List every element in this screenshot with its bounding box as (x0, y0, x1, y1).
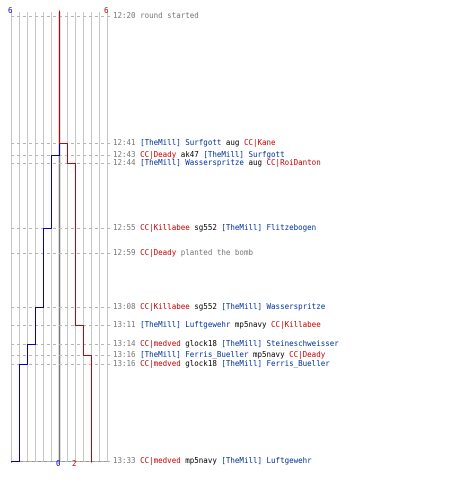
killer-name: Surfgott (185, 138, 222, 147)
victim-name: Luftgewehr (266, 456, 312, 465)
killer-name: Ferris_Bueller (185, 350, 249, 359)
event-row: 12:43 CC|Deady ak47 [TheMill] Surfgott (113, 150, 285, 160)
victim-name: Wasserspritze (266, 302, 326, 311)
weapon-name: ak47 (180, 150, 199, 159)
weapon-name: sg552 (194, 302, 217, 311)
event-time: 13:08 (113, 302, 136, 311)
event-time: 12:44 (113, 158, 136, 167)
victim-tag: [TheMill] (221, 223, 263, 232)
event-row: 12:44 [TheMill] Wasserspritze aug CC|Roi… (113, 158, 321, 168)
victim-tag: [TheMill] (221, 456, 263, 465)
event-row: 13:16 [TheMill] Ferris_Bueller mp5navy C… (113, 350, 325, 360)
event-row: 12:59 CC|Deady planted the bomb (113, 248, 253, 258)
killer-name: medved (153, 456, 181, 465)
victim-tag: CC| (289, 350, 303, 359)
event-time: 12:41 (113, 138, 136, 147)
weapon-name: mp5navy (234, 320, 267, 329)
event-row: 13:14 CC|medved glock18 [TheMill] Steine… (113, 339, 339, 349)
event-row: 12:41 [TheMill] Surfgott aug CC|Kane (113, 138, 276, 148)
victim-tag: CC| (266, 158, 281, 167)
victim-name: RoiDanton (280, 158, 321, 167)
actor-tag: CC| (140, 248, 154, 257)
event-time: 13:16 (113, 359, 136, 368)
weapon-name: glock18 (185, 339, 217, 348)
victim-tag: [TheMill] (221, 359, 263, 368)
killer-tag: [TheMill] (140, 320, 181, 329)
event-time: 12:55 (113, 223, 136, 232)
event-time: 13:14 (113, 339, 136, 348)
blue-end-count: 0 (56, 459, 61, 468)
red-team-alive-line (59, 10, 92, 463)
event-text: planted the bomb (180, 248, 253, 257)
event-row: 13:08 CC|Killabee sg552 [TheMill] Wasser… (113, 302, 325, 312)
victim-tag: [TheMill] (221, 302, 263, 311)
event-text: round started (140, 11, 199, 20)
event-row: 13:11 [TheMill] Luftgewehr mp5navy CC|Ki… (113, 320, 321, 330)
event-row: 13:16 CC|medved glock18 [TheMill] Ferris… (113, 359, 330, 369)
killer-name: Deady (153, 150, 177, 159)
victim-tag: CC| (271, 320, 285, 329)
weapon-name: aug (225, 138, 240, 147)
victim-tag: CC| (243, 138, 258, 147)
killer-tag: CC| (140, 150, 154, 159)
weapon-name: mp5navy (252, 350, 285, 359)
red-end-count: 2 (72, 459, 77, 468)
event-time: 12:59 (113, 248, 136, 257)
killer-tag: [TheMill] (140, 158, 181, 167)
victim-name: Flitzebogen (266, 223, 317, 232)
event-time: 12:20 (113, 11, 136, 20)
victim-name: Killabee (284, 320, 321, 329)
killer-name: medved (153, 339, 181, 348)
victim-name: Surfgott (248, 150, 285, 159)
killer-name: Luftgewehr (185, 320, 231, 329)
victim-name: Deady (302, 350, 326, 359)
victim-name: Kane (257, 138, 276, 147)
killer-tag: CC| (140, 302, 154, 311)
event-row: 12:55 CC|Killabee sg552 [TheMill] Flitze… (113, 223, 316, 233)
event-time: 12:43 (113, 150, 136, 159)
victim-name: Steineschweisser (266, 339, 339, 348)
killer-name: Killabee (153, 223, 190, 232)
blue-start-count: 6 (8, 6, 13, 15)
event-row: 13:33 CC|medved mp5navy [TheMill] Luftge… (113, 456, 312, 466)
victim-tag: [TheMill] (221, 339, 263, 348)
killer-tag: CC| (140, 456, 154, 465)
event-time: 13:16 (113, 350, 136, 359)
killer-name: Killabee (153, 302, 190, 311)
weapon-name: sg552 (194, 223, 217, 232)
actor-name: Deady (153, 248, 177, 257)
blue-team-alive-line (11, 10, 60, 463)
killer-tag: CC| (140, 359, 154, 368)
killer-name: medved (153, 359, 181, 368)
event-time: 13:11 (113, 320, 136, 329)
killer-tag: CC| (140, 339, 154, 348)
weapon-name: aug (248, 158, 263, 167)
weapon-name: glock18 (185, 359, 217, 368)
killer-name: Wasserspritze (185, 158, 244, 167)
weapon-name: mp5navy (185, 456, 217, 465)
event-row: 12:20 round started (113, 11, 199, 21)
killer-tag: [TheMill] (140, 350, 181, 359)
killer-tag: CC| (140, 223, 154, 232)
victim-name: Ferris_Bueller (266, 359, 330, 368)
event-time: 13:33 (113, 456, 136, 465)
victim-tag: [TheMill] (203, 150, 244, 159)
red-start-count: 6 (104, 6, 109, 15)
killer-tag: [TheMill] (140, 138, 181, 147)
